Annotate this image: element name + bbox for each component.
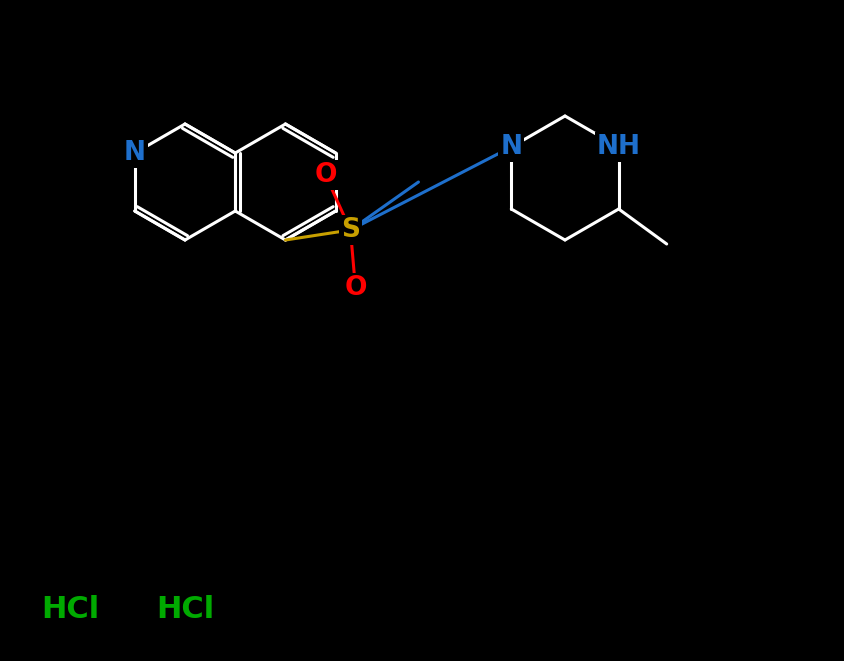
Text: O: O xyxy=(344,275,366,301)
Text: N: N xyxy=(500,134,522,160)
Text: NH: NH xyxy=(597,134,641,160)
Text: N: N xyxy=(124,140,146,166)
Text: O: O xyxy=(314,162,337,188)
Text: HCl: HCl xyxy=(156,596,214,625)
Text: S: S xyxy=(341,217,360,243)
Text: HCl: HCl xyxy=(41,596,99,625)
